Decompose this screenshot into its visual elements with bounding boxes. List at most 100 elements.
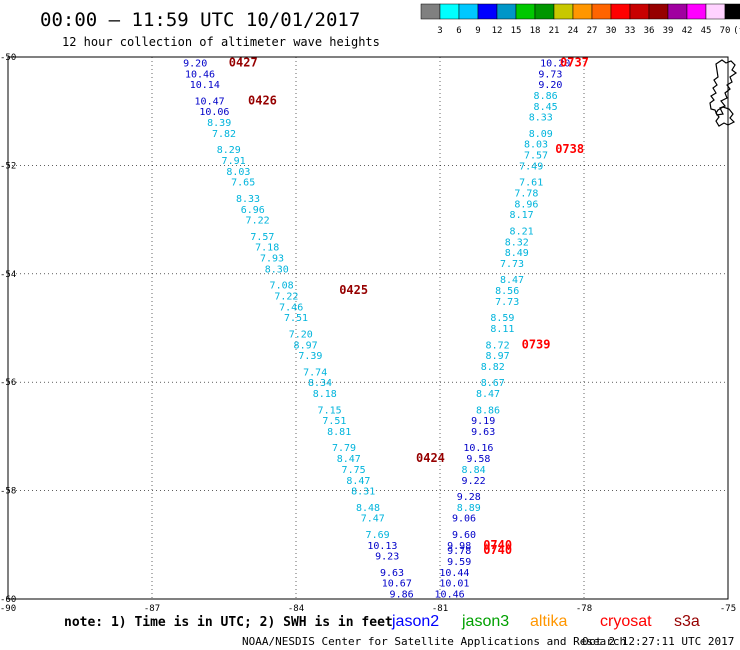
- pass-time-label: 0424: [416, 451, 445, 465]
- swh-value-label: 7.57: [524, 151, 548, 162]
- color-scale-label: 70: [720, 26, 731, 36]
- pass-time-label: 0425: [339, 283, 368, 297]
- color-scale-label: 21: [549, 26, 560, 36]
- color-scale-label: 39: [663, 26, 674, 36]
- swh-value-label: 9.86: [390, 590, 414, 601]
- legend-item-jason2: jason2: [391, 613, 439, 630]
- swh-value-label: 8.09: [529, 129, 553, 140]
- y-tick-label: -56: [0, 378, 16, 388]
- color-scale-label: 15: [511, 26, 522, 36]
- swh-value-label: 9.23: [375, 552, 399, 563]
- swh-value-label: 8.30: [265, 264, 289, 275]
- color-swatch: [420, 3, 441, 20]
- footer-note: note: 1) Time is in UTC; 2) SWH is in fe…: [64, 615, 393, 630]
- color-scale-label: (ft): [733, 26, 740, 36]
- swh-value-label: 8.89: [457, 503, 481, 514]
- pass-time-label: 0737: [560, 55, 589, 69]
- swh-value-label: 8.47: [346, 476, 370, 487]
- x-tick-label: -78: [576, 604, 592, 614]
- swh-value-label: 7.69: [366, 530, 390, 541]
- swh-value-label: 8.49: [505, 248, 529, 259]
- swh-value-label: 8.39: [207, 118, 231, 129]
- x-tick-label: -81: [432, 604, 448, 614]
- swh-value-label: 8.29: [217, 145, 241, 156]
- swh-value-label: 7.47: [361, 514, 385, 525]
- footer-credit: NOAA/NESDIS Center for Satellite Applica…: [242, 635, 626, 648]
- swh-value-label: 9.06: [452, 514, 476, 525]
- swh-value-label: 8.11: [490, 324, 514, 335]
- legend-item-altika: altika: [530, 613, 567, 630]
- swh-value-label: 8.72: [486, 340, 510, 351]
- swh-value-label: 7.61: [519, 178, 543, 189]
- legend-item-jason3: jason3: [461, 613, 509, 630]
- x-tick-label: -84: [288, 604, 304, 614]
- swh-value-label: 7.18: [255, 243, 279, 254]
- x-tick-label: -90: [0, 604, 16, 614]
- swh-value-label: 8.34: [308, 378, 332, 389]
- plot-frame: [7, 56, 729, 600]
- swh-value-label: 9.60: [452, 530, 476, 541]
- swh-value-label: 9.22: [462, 476, 486, 487]
- color-scale-label: 27: [587, 26, 598, 36]
- swh-value-label: 7.39: [298, 351, 322, 362]
- satellite-legend: jason2 jason3 altika cryosat s3a: [391, 613, 700, 630]
- swh-value-label: 7.65: [231, 178, 255, 189]
- swh-value-label: 9.20: [538, 80, 562, 91]
- swh-value-label: 10.01: [439, 579, 469, 590]
- swh-value-label: 10.47: [195, 96, 225, 107]
- swh-value-label: 9.63: [471, 427, 495, 438]
- swh-value-label: 9.28: [457, 492, 481, 503]
- color-swatch: [724, 3, 740, 20]
- swh-value-label: 8.82: [481, 362, 505, 373]
- color-swatch: [572, 3, 593, 20]
- swh-value-label: 7.51: [284, 313, 308, 324]
- legend-item-cryosat: cryosat: [600, 613, 652, 630]
- swh-value-label: 8.33: [236, 194, 260, 205]
- swh-value-label: 7.79: [332, 443, 356, 454]
- swh-value-label: 8.86: [534, 91, 558, 102]
- color-scale-label: 33: [625, 26, 636, 36]
- color-scale-label: 18: [530, 26, 541, 36]
- swh-value-label: 7.91: [222, 156, 246, 167]
- swh-value-label: 9.59: [447, 557, 471, 568]
- swh-value-label: 7.74: [303, 367, 327, 378]
- color-scale-label: 36: [644, 26, 655, 36]
- pass-time-label: 0427: [229, 55, 258, 69]
- coastline-island-icon: [709, 59, 738, 127]
- color-swatch: [553, 3, 574, 20]
- y-tick-label: -50: [0, 53, 16, 63]
- swh-value-label: 8.86: [476, 405, 500, 416]
- swh-value-label: 7.78: [514, 189, 538, 200]
- swh-value-label: 8.32: [505, 237, 529, 248]
- swh-value-label: 9.58: [466, 454, 490, 465]
- swh-value-label: 8.56: [495, 286, 519, 297]
- gridlines: [8, 57, 728, 599]
- color-scale-label: 3: [437, 26, 442, 36]
- swh-value-label: 8.03: [524, 140, 548, 151]
- x-tick-label: -75: [720, 604, 736, 614]
- color-swatch: [648, 3, 669, 20]
- color-swatch: [515, 3, 536, 20]
- color-swatch: [629, 3, 650, 20]
- swh-value-label: 9.20: [183, 58, 207, 69]
- swh-value-label: 10.20: [540, 58, 570, 69]
- y-tick-label: -52: [0, 161, 16, 171]
- color-scale-label: 9: [475, 26, 480, 36]
- swh-value-label: 7.46: [279, 302, 303, 313]
- swh-value-label: 9.98: [447, 541, 471, 552]
- swh-value-label: 8.45: [534, 102, 558, 113]
- swh-value-label: 8.97: [294, 340, 318, 351]
- swh-value-label: 8.18: [313, 389, 337, 400]
- color-swatch: [686, 3, 707, 20]
- chart-subtitle: 12 hour collection of altimeter wave hei…: [62, 35, 380, 49]
- axis-ticks: -90 -87 -84 -81 -78 -75 -50 -52 -54 -56 -58 -60: [0, 53, 736, 614]
- y-tick-label: -60: [0, 595, 16, 605]
- swh-value-label: 8.97: [486, 351, 510, 362]
- swh-value-label: 8.17: [510, 210, 534, 221]
- swh-value-label: 7.08: [270, 281, 294, 292]
- swh-value-label: 10.46: [435, 590, 465, 601]
- swh-value-label: 8.33: [529, 113, 553, 124]
